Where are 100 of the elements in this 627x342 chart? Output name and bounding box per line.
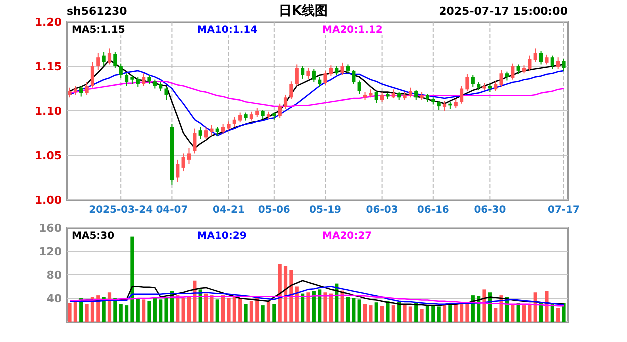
bar (318, 290, 322, 322)
y-tick-label: 1.00 (34, 194, 62, 207)
bar (556, 308, 560, 322)
bar (363, 304, 368, 322)
bar (432, 306, 436, 322)
y-tick-label: 80 (46, 268, 62, 282)
candlestick (306, 68, 310, 80)
candlestick (550, 55, 554, 70)
bar (272, 304, 276, 322)
candlestick (85, 82, 89, 96)
candlestick (193, 128, 197, 154)
candlestick (516, 64, 520, 76)
candlestick (108, 48, 112, 66)
candlestick (471, 74, 475, 88)
candlestick (96, 52, 100, 71)
candlestick (210, 124, 214, 136)
candlestick (414, 90, 418, 101)
bar (261, 306, 265, 322)
bar (380, 306, 384, 322)
bar (222, 296, 226, 322)
x-tick-label: 06-03 (366, 205, 398, 216)
bar (119, 304, 123, 322)
candlestick (442, 100, 447, 112)
bar (164, 297, 168, 322)
bar (136, 298, 140, 322)
candlestick (340, 62, 344, 76)
y-tick-label: 1.10 (34, 104, 62, 118)
x-tick-label: 06-16 (417, 205, 450, 216)
candlestick (68, 87, 72, 98)
bar (238, 298, 242, 322)
bar (329, 294, 333, 322)
x-tick-label: 07-17 (548, 205, 580, 216)
candlestick (278, 103, 282, 119)
bar (386, 301, 390, 322)
bar (511, 304, 515, 322)
y-tick-label: 1.20 (34, 16, 62, 29)
bar (426, 306, 430, 322)
bar (420, 309, 424, 322)
bar (306, 292, 310, 322)
bar (256, 298, 260, 322)
bar (358, 300, 362, 322)
text: MA20:1.12 (322, 25, 383, 36)
candlestick (318, 76, 322, 88)
bar (408, 306, 412, 322)
x-tick-label: 04-07 (156, 205, 188, 216)
bar (369, 306, 373, 322)
bar (182, 298, 186, 322)
candlestick (352, 70, 356, 85)
bar (68, 303, 72, 322)
candlestick (324, 70, 328, 86)
bar (312, 291, 316, 322)
candlestick (90, 62, 95, 88)
bar (159, 300, 163, 322)
bar (398, 302, 402, 322)
bar (522, 306, 526, 322)
bar (153, 298, 157, 322)
bar (148, 301, 152, 322)
y-tick-label: 40 (46, 292, 62, 306)
candlestick (290, 81, 294, 100)
text: MA5:1.15 (72, 25, 126, 36)
candlestick (511, 63, 515, 80)
candlestick (182, 153, 186, 172)
candlestick (136, 76, 140, 88)
candlestick (301, 66, 305, 80)
candlestick (562, 58, 566, 72)
bar (562, 303, 566, 322)
text: 2025-07-17 15:00:00 (439, 5, 568, 18)
candlestick (164, 86, 168, 101)
candlestick (232, 116, 236, 128)
candlestick (312, 68, 316, 84)
bar (528, 304, 532, 322)
bar (204, 294, 208, 322)
candlestick (80, 86, 84, 98)
candlestick (187, 148, 192, 165)
bar (74, 301, 78, 322)
bar (210, 296, 214, 322)
bar (437, 306, 441, 322)
bar (250, 301, 254, 322)
y-tick-label: 1.05 (34, 149, 62, 162)
bar (346, 297, 350, 322)
bar (534, 292, 538, 322)
bar (85, 304, 89, 322)
text: sh561230 (67, 5, 128, 18)
bar (301, 294, 305, 322)
candlestick (494, 81, 498, 92)
candlestick (460, 86, 464, 104)
line-series (69, 294, 565, 307)
x-tick-label: 2025-03-24 (89, 205, 154, 216)
candlestick (408, 87, 412, 98)
candlestick (374, 90, 378, 104)
bar (352, 298, 356, 322)
candlestick (198, 126, 202, 140)
candlestick (358, 80, 362, 95)
bar (266, 301, 271, 322)
candlestick (222, 124, 226, 135)
y-tick-label: 1.15 (34, 60, 62, 74)
y-tick-label: 160 (39, 222, 62, 235)
x-tick-label: 04-21 (212, 205, 246, 216)
bar (187, 297, 192, 322)
line-series (69, 286, 565, 306)
